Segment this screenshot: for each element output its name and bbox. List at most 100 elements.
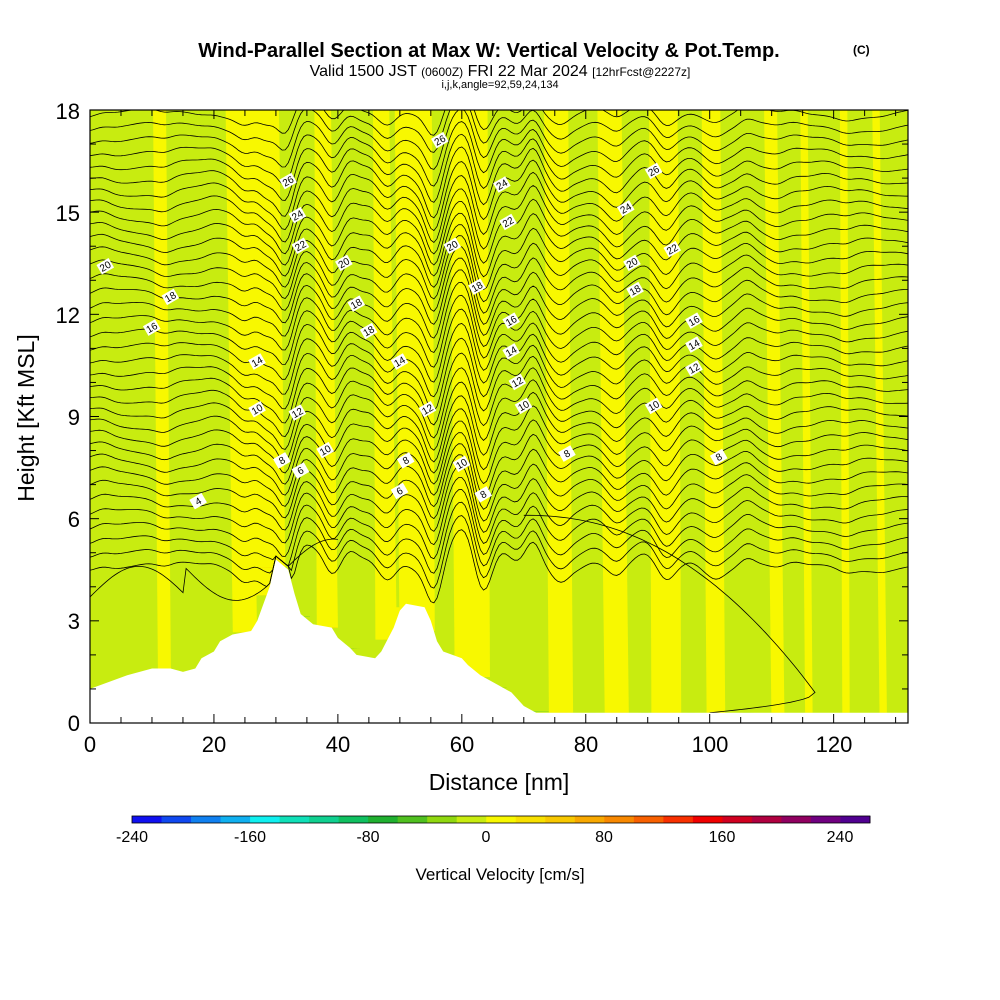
contour-label-bg [626, 281, 644, 299]
contour-label: 14 [502, 343, 520, 360]
isentrope-line [90, 110, 908, 153]
contour-label: 20 [443, 237, 462, 254]
colorbar-swatch [191, 816, 222, 823]
contour-label-bg [390, 482, 409, 500]
y-tick-9: 9 [68, 405, 80, 430]
contour-label-bg [685, 336, 703, 353]
contour-label: 10 [316, 441, 335, 459]
contour-label-text: 24 [290, 208, 306, 223]
contour-label-bg [685, 360, 703, 377]
axis-ticks [89, 109, 908, 724]
contour-label: 18 [626, 281, 644, 299]
contour-label-bg [493, 176, 511, 193]
contour-label-text: 20 [337, 256, 353, 271]
contour-label-text: 26 [281, 174, 297, 189]
contour-label-text: 20 [445, 239, 461, 254]
chart-indices: i,j,k,angle=92,59,24,134 [441, 79, 558, 91]
contour-label-bg [142, 319, 161, 336]
contour-label-bg [558, 445, 576, 462]
contour-label-bg [431, 131, 449, 149]
contour-label-text: 14 [504, 344, 520, 359]
chart-title-mark: (C) [853, 43, 870, 57]
isentrope-line [90, 443, 908, 510]
x-tick-100: 100 [692, 732, 729, 757]
isentrope-line [90, 281, 908, 354]
contour-label-text: 8 [479, 489, 490, 502]
contour-label: 14 [390, 353, 409, 370]
velocity-band [597, 110, 629, 713]
contour-label-text: 14 [687, 338, 703, 353]
isentrope-line [523, 514, 816, 714]
velocity-band [357, 110, 376, 658]
isentrope-line [90, 501, 908, 574]
contour-label: 10 [452, 455, 471, 472]
y-axis-label: Height [Kft MSL] [13, 334, 39, 501]
contour-label-bg [248, 401, 266, 418]
isentrope-line [90, 465, 908, 533]
isentrope-line [90, 257, 908, 325]
contour-label: 18 [359, 322, 378, 339]
isentrope-line [90, 146, 908, 219]
colorbar-swatch [250, 816, 281, 823]
contour-label: 26 [279, 172, 297, 189]
contour-label-text: 26 [647, 164, 663, 179]
colorbar-swatch [279, 816, 310, 823]
isentrope-line [90, 185, 908, 255]
colorbar [132, 816, 871, 823]
contour-label-text: 18 [362, 324, 378, 339]
contour-label-text: 8 [562, 448, 573, 461]
contour-label: 12 [288, 404, 307, 421]
x-tick-0: 0 [84, 732, 96, 757]
contour-label-text: 22 [293, 239, 309, 254]
contour-label-bg [273, 452, 291, 469]
colorbar-label: Vertical Velocity [cm/s] [415, 865, 584, 884]
contour-label-bg [623, 254, 641, 272]
contour-label-text: 10 [250, 402, 266, 417]
contour-label-text: 18 [470, 280, 486, 295]
colorbar-swatch [486, 816, 517, 823]
isentrope-line [90, 308, 908, 383]
contour-label-text: 8 [401, 455, 412, 468]
contour-label-text: 18 [163, 290, 179, 305]
contour-label: 18 [347, 295, 366, 312]
isentrope-line [90, 538, 338, 601]
colorbar-swatch [515, 816, 546, 823]
contour-label-bg [709, 448, 728, 466]
isentrope-line [90, 110, 908, 170]
isentrope-line [90, 367, 908, 439]
velocity-band [649, 110, 682, 713]
contour-label-text: 10 [516, 399, 532, 414]
colorbar-swatch [604, 816, 635, 823]
contour-label-text: 12 [687, 361, 703, 376]
contour-label-bg [316, 441, 335, 459]
contour-label: 22 [291, 237, 310, 254]
y-tick-3: 3 [68, 609, 80, 634]
contour-label-bg [288, 404, 307, 421]
isentropes [90, 110, 908, 714]
contour-label-bg [644, 397, 663, 415]
contour-label: 18 [161, 288, 180, 305]
terrain [90, 559, 908, 723]
isentrope-line [90, 269, 908, 339]
isentrope-line [90, 235, 908, 303]
x-tick-60: 60 [450, 732, 474, 757]
contour-label: 24 [616, 200, 635, 217]
chart-subtitle: Valid 1500 JST (0600Z) FRI 22 Mar 2024 [… [310, 63, 691, 80]
isentrope-line [90, 198, 908, 266]
contour-label: 26 [644, 162, 663, 179]
contour-label-text: 4 [193, 496, 204, 509]
colorbar-swatch [338, 816, 369, 823]
colorbar-swatch [220, 816, 251, 823]
isentrope-line [90, 212, 908, 278]
contour-label-bg [291, 462, 310, 479]
subtitle-date: FRI 22 Mar 2024 [468, 63, 588, 80]
contour-label-text: 14 [392, 355, 408, 370]
contour-label-text: 18 [628, 283, 644, 298]
velocity-band [764, 110, 785, 713]
contour-label: 14 [685, 336, 703, 353]
contour-label: 16 [685, 312, 703, 329]
x-axis-label: Distance [nm] [429, 769, 570, 795]
contour-label-text: 12 [290, 406, 306, 421]
